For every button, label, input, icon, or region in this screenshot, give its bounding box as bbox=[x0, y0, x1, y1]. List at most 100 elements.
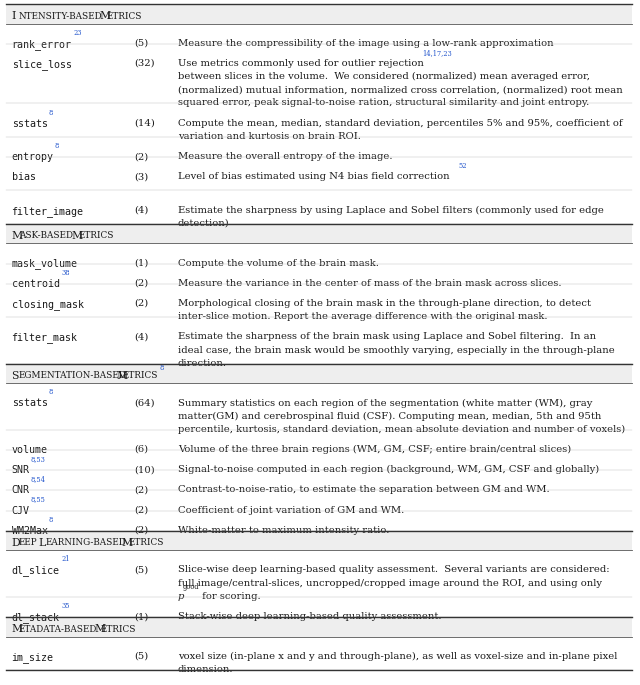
Text: Use metrics commonly used for outlier rejection: Use metrics commonly used for outlier re… bbox=[178, 59, 424, 68]
Text: p: p bbox=[178, 592, 184, 601]
Bar bbox=[6, 224, 632, 243]
Text: variation and kurtosis on brain ROI.: variation and kurtosis on brain ROI. bbox=[178, 132, 361, 141]
Text: 8: 8 bbox=[55, 142, 59, 150]
Text: (6): (6) bbox=[134, 445, 148, 454]
Text: (2): (2) bbox=[134, 279, 148, 288]
Text: ETRICS: ETRICS bbox=[101, 625, 136, 634]
Text: (normalized) mutual information, normalized cross correlation, (normalized) root: (normalized) mutual information, normali… bbox=[178, 86, 623, 95]
Text: 8: 8 bbox=[160, 364, 164, 372]
Text: dl_slice: dl_slice bbox=[12, 565, 60, 576]
Text: CJV: CJV bbox=[12, 506, 29, 516]
Text: Summary statistics on each region of the segmentation (white matter (WM), gray: Summary statistics on each region of the… bbox=[178, 399, 592, 408]
Text: 8: 8 bbox=[49, 109, 53, 116]
Text: Level of bias estimated using N4 bias field correction: Level of bias estimated using N4 bias fi… bbox=[178, 172, 449, 182]
Text: slice_loss: slice_loss bbox=[12, 59, 72, 70]
Text: 8,54: 8,54 bbox=[30, 475, 45, 484]
Text: for scoring.: for scoring. bbox=[199, 592, 260, 601]
Text: 14,17,23: 14,17,23 bbox=[422, 49, 452, 57]
Text: Stack-wise deep learning-based quality assessment.: Stack-wise deep learning-based quality a… bbox=[178, 612, 442, 621]
Text: M: M bbox=[12, 624, 23, 634]
Text: volume: volume bbox=[12, 445, 47, 455]
Text: full image/central-slices, uncropped/cropped image around the ROI, and using onl: full image/central-slices, uncropped/cro… bbox=[178, 579, 602, 588]
Text: M: M bbox=[122, 538, 132, 548]
Text: good: good bbox=[182, 583, 199, 590]
Text: im_size: im_size bbox=[12, 651, 54, 662]
Text: voxel size (in-plane x and y and through-plane), as well as voxel-size and in-pl: voxel size (in-plane x and y and through… bbox=[178, 651, 618, 661]
Text: M: M bbox=[12, 231, 23, 241]
Bar bbox=[6, 617, 632, 636]
Text: S: S bbox=[12, 371, 19, 381]
Bar bbox=[6, 531, 632, 550]
Text: inter-slice motion. Report the average difference with the original mask.: inter-slice motion. Report the average d… bbox=[178, 312, 547, 321]
Text: squared error, peak signal-to-noise ration, structural similarity and joint entr: squared error, peak signal-to-noise rati… bbox=[178, 99, 589, 108]
Text: (1): (1) bbox=[134, 612, 148, 621]
Text: D: D bbox=[12, 538, 20, 548]
Text: Compute the mean, median, standard deviation, percentiles 5% and 95%, coefficien: Compute the mean, median, standard devia… bbox=[178, 119, 623, 127]
Text: filter_mask: filter_mask bbox=[12, 332, 77, 343]
Text: 8: 8 bbox=[49, 388, 53, 397]
Text: percentile, kurtosis, standard deviation, mean absolute deviation and number of : percentile, kurtosis, standard deviation… bbox=[178, 425, 625, 434]
Text: (64): (64) bbox=[134, 399, 155, 408]
Text: Contrast-to-noise-ratio, to estimate the separation between GM and WM.: Contrast-to-noise-ratio, to estimate the… bbox=[178, 486, 550, 495]
Text: WM2Max: WM2Max bbox=[12, 526, 47, 536]
Text: dl_stack: dl_stack bbox=[12, 612, 60, 623]
Text: (14): (14) bbox=[134, 119, 156, 127]
Text: Measure the compressibility of the image using a low-rank approximation: Measure the compressibility of the image… bbox=[178, 39, 554, 48]
Text: ETRICS: ETRICS bbox=[106, 12, 142, 21]
Text: 21: 21 bbox=[61, 556, 70, 564]
Text: NTENSITY-BASED: NTENSITY-BASED bbox=[19, 12, 102, 21]
Text: M: M bbox=[99, 11, 111, 21]
Text: (5): (5) bbox=[134, 565, 148, 575]
Text: ETRICS: ETRICS bbox=[123, 371, 159, 380]
Text: (10): (10) bbox=[134, 465, 155, 474]
Text: Slice-wise deep learning-based quality assessment.  Several variants are conside: Slice-wise deep learning-based quality a… bbox=[178, 565, 609, 575]
Text: Estimate the sharpness of the brain mask using Laplace and Sobel filtering.  In : Estimate the sharpness of the brain mask… bbox=[178, 332, 596, 341]
Text: 8,53: 8,53 bbox=[30, 456, 45, 463]
Text: ideal case, the brain mask would be smoothly varying, especially in the through-: ideal case, the brain mask would be smoo… bbox=[178, 345, 614, 355]
Text: Morphological closing of the brain mask in the through-plane direction, to detec: Morphological closing of the brain mask … bbox=[178, 299, 591, 308]
Text: mask_volume: mask_volume bbox=[12, 258, 77, 269]
Text: centroid: centroid bbox=[12, 279, 60, 289]
Bar bbox=[6, 4, 632, 23]
Text: matter(GM) and cerebrospinal fluid (CSF). Computing mean, median, 5th and 95th: matter(GM) and cerebrospinal fluid (CSF)… bbox=[178, 412, 602, 421]
Text: Measure the overall entropy of the image.: Measure the overall entropy of the image… bbox=[178, 152, 392, 161]
Text: (4): (4) bbox=[134, 332, 148, 341]
Text: sstats: sstats bbox=[12, 119, 47, 129]
Text: (5): (5) bbox=[134, 39, 148, 48]
Text: direction.: direction. bbox=[178, 359, 227, 368]
Text: Signal-to-noise computed in each region (background, WM, GM, CSF and globally): Signal-to-noise computed in each region … bbox=[178, 465, 599, 474]
Text: (2): (2) bbox=[134, 506, 148, 514]
Text: EGMENTATION-BASED: EGMENTATION-BASED bbox=[19, 371, 126, 380]
Text: Measure the variance in the center of mass of the brain mask across slices.: Measure the variance in the center of ma… bbox=[178, 279, 561, 288]
Text: L: L bbox=[39, 538, 46, 548]
Text: M: M bbox=[72, 231, 83, 241]
Text: EARNING-BASED: EARNING-BASED bbox=[46, 538, 127, 547]
Text: ETADATA-BASED: ETADATA-BASED bbox=[19, 625, 97, 634]
Text: CNR: CNR bbox=[12, 486, 29, 495]
Text: (4): (4) bbox=[134, 206, 148, 214]
Text: Coefficient of joint variation of GM and WM.: Coefficient of joint variation of GM and… bbox=[178, 506, 404, 514]
Text: 8: 8 bbox=[49, 516, 53, 524]
Text: Compute the volume of the brain mask.: Compute the volume of the brain mask. bbox=[178, 258, 379, 268]
Text: closing_mask: closing_mask bbox=[12, 299, 83, 310]
Text: 35: 35 bbox=[61, 602, 70, 610]
Text: 8,55: 8,55 bbox=[30, 495, 45, 503]
Text: Volume of the three brain regions (WM, GM, CSF; entire brain/central slices): Volume of the three brain regions (WM, G… bbox=[178, 445, 571, 454]
Text: (2): (2) bbox=[134, 526, 148, 535]
Text: ETRICS: ETRICS bbox=[129, 538, 164, 547]
Text: Estimate the sharpness by using Laplace and Sobel filters (commonly used for edg: Estimate the sharpness by using Laplace … bbox=[178, 206, 604, 215]
Text: (2): (2) bbox=[134, 486, 148, 495]
Text: (32): (32) bbox=[134, 59, 155, 68]
Text: White-matter to maximum intensity ratio.: White-matter to maximum intensity ratio. bbox=[178, 526, 389, 535]
Text: (2): (2) bbox=[134, 299, 148, 308]
Text: dimension.: dimension. bbox=[178, 665, 234, 674]
Text: M: M bbox=[94, 624, 105, 634]
Text: ETRICS: ETRICS bbox=[79, 232, 115, 240]
Text: I: I bbox=[12, 11, 16, 21]
Bar bbox=[6, 364, 632, 383]
Text: M: M bbox=[116, 371, 127, 381]
Text: (2): (2) bbox=[134, 152, 148, 161]
Text: (1): (1) bbox=[134, 258, 148, 268]
Text: sstats: sstats bbox=[12, 399, 47, 408]
Text: bias: bias bbox=[12, 172, 35, 182]
